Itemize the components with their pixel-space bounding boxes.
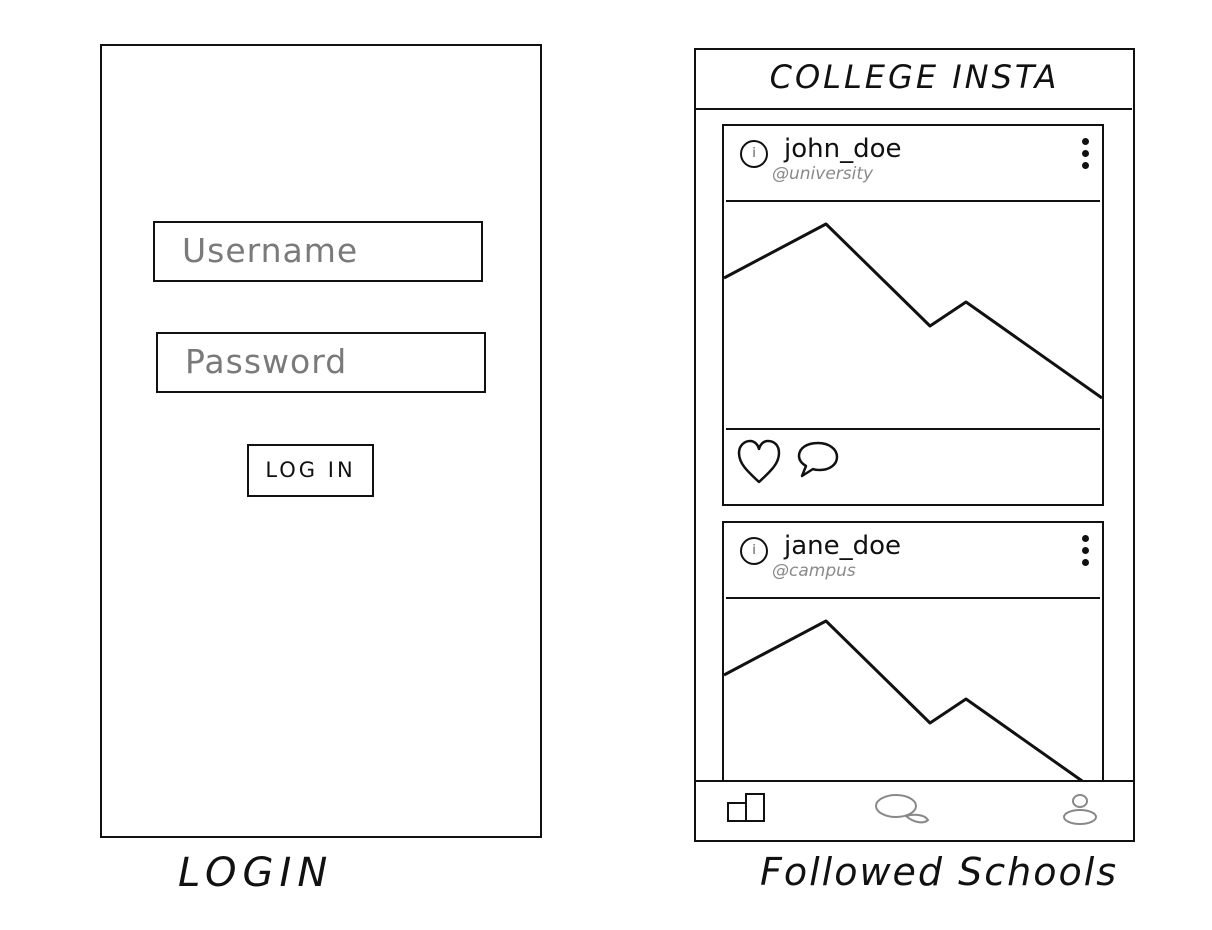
post-username[interactable]: jane_doe: [784, 531, 902, 561]
login-screen-frame: [100, 44, 542, 838]
avatar-icon[interactable]: i: [740, 537, 768, 565]
feed-screen-frame: [694, 48, 1135, 842]
comment-icon[interactable]: [796, 439, 842, 481]
post-handle[interactable]: @campus: [772, 561, 856, 581]
post-card: i john_doe @university: [722, 124, 1104, 506]
post-card: i jane_doe @campus: [722, 521, 1104, 821]
post-header-divider: [726, 200, 1100, 202]
login-screen-caption: LOGIN: [178, 850, 334, 896]
more-vertical-icon[interactable]: [1080, 535, 1090, 571]
password-field[interactable]: Password: [156, 332, 486, 393]
username-field[interactable]: Username: [153, 221, 483, 282]
heart-icon[interactable]: [736, 438, 782, 486]
post-action-divider: [726, 428, 1100, 430]
post-handle[interactable]: @university: [772, 164, 874, 184]
more-vertical-icon[interactable]: [1080, 138, 1090, 174]
avatar-icon[interactable]: i: [740, 140, 768, 168]
home-icon[interactable]: [726, 792, 770, 824]
feed-screen-caption: Followed Schools: [760, 850, 1119, 894]
search-icon[interactable]: [872, 792, 932, 826]
login-button[interactable]: LOG IN: [247, 444, 374, 497]
post-image-placeholder: [724, 222, 1102, 400]
app-title: COLLEGE INSTA: [769, 58, 1060, 96]
title-divider: [696, 108, 1132, 110]
profile-icon[interactable]: [1060, 792, 1100, 828]
post-header-divider: [726, 597, 1100, 599]
bottom-nav-divider: [696, 780, 1133, 782]
bottom-navigation: [696, 782, 1133, 840]
post-image-placeholder: [724, 619, 1102, 797]
post-username[interactable]: john_doe: [784, 134, 902, 164]
